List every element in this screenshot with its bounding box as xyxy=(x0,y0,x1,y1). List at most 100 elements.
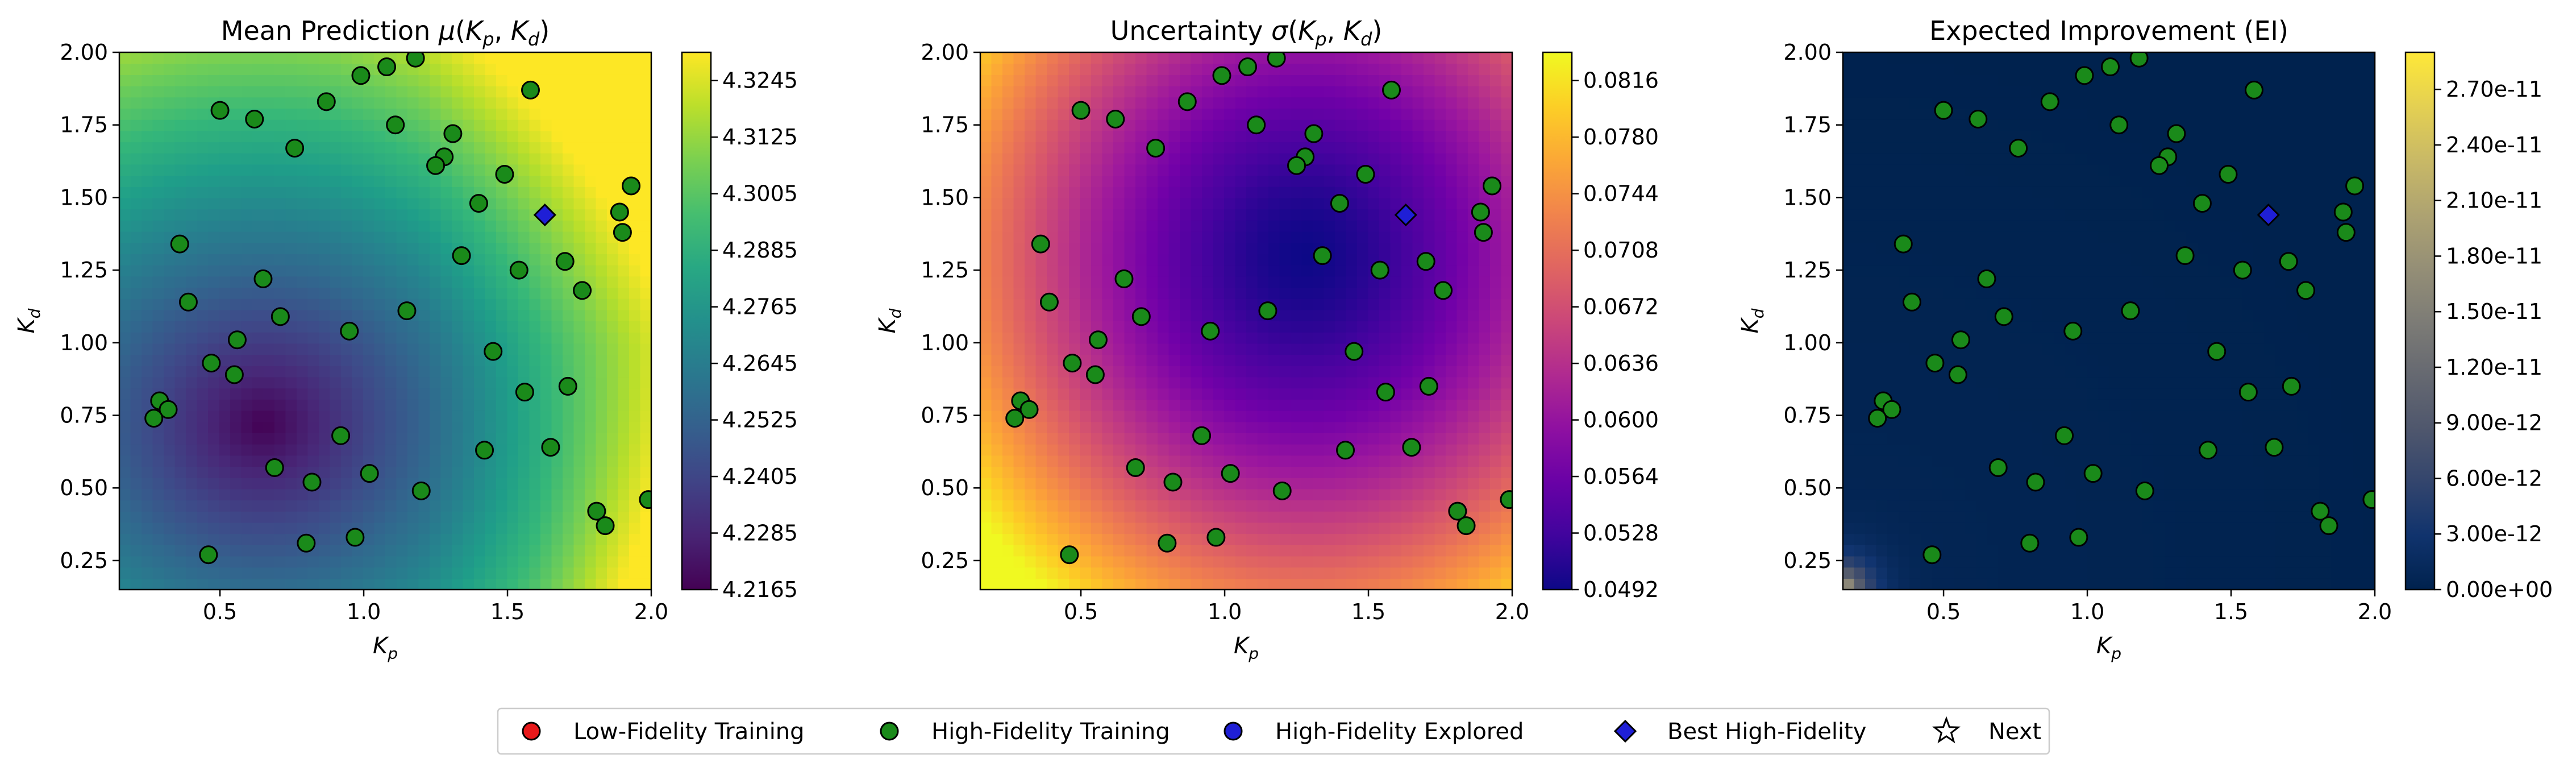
high-fidelity-training-point xyxy=(227,330,247,350)
high-fidelity-training-point xyxy=(1483,176,1502,196)
points-layer xyxy=(1005,52,1512,565)
high-fidelity-training-point xyxy=(2063,321,2083,341)
legend-item: High-Fidelity Explored xyxy=(1224,719,1524,745)
colorbar-tick-label: 0.0528 xyxy=(1583,521,1659,546)
colorbar-tick-label: 1.80e-11 xyxy=(2446,243,2542,268)
high-fidelity-training-point xyxy=(2083,464,2103,483)
high-fidelity-training-point xyxy=(1146,139,1166,158)
y-tick-label: 0.75 xyxy=(921,403,969,428)
panel-title: Mean Prediction μ(Kp, Kd) xyxy=(221,15,550,50)
y-tick-label: 1.75 xyxy=(1783,113,1832,138)
high-fidelity-training-point xyxy=(2135,481,2154,500)
high-fidelity-training-point xyxy=(426,156,446,175)
high-fidelity-training-point xyxy=(1977,269,1996,288)
high-fidelity-training-point xyxy=(1126,458,1145,477)
panel-title: Expected Improvement (EI) xyxy=(1929,15,2288,46)
x-axis-label: Kp xyxy=(2096,633,2121,663)
panel-3: 0.5 1.0 1.5 2.0 0.25 0.50 0.75 1.00 1.25 1.50 1.75… xyxy=(1737,15,2553,663)
legend-circle-marker xyxy=(522,722,541,741)
colorbar-tick-label: 4.2765 xyxy=(722,295,798,320)
y-tick-label: 2.00 xyxy=(60,40,108,65)
colorbar-tick-label: 4.2285 xyxy=(722,521,798,546)
x-tick-label: 0.5 xyxy=(1926,599,1961,624)
high-fidelity-training-point xyxy=(2336,223,2356,242)
high-fidelity-training-point xyxy=(2311,501,2330,521)
colorbar-tick-label: 0.0492 xyxy=(1583,577,1659,602)
legend-item: Next xyxy=(1932,716,2041,745)
high-fidelity-training-point xyxy=(1948,365,1967,384)
high-fidelity-training-point xyxy=(469,194,488,213)
high-fidelity-training-point xyxy=(1287,156,1306,175)
y-tick-label: 1.75 xyxy=(921,113,969,138)
x-tick-label: 2.0 xyxy=(1495,599,1529,624)
high-fidelity-training-point xyxy=(1163,472,1183,492)
colorbar-gradient xyxy=(681,51,712,591)
high-fidelity-training-point xyxy=(2345,176,2365,196)
high-fidelity-training-point xyxy=(610,202,629,222)
high-fidelity-training-point xyxy=(1267,52,1286,68)
y-tick-label: 1.25 xyxy=(1783,258,1832,283)
high-fidelity-training-point xyxy=(1238,57,1258,77)
high-fidelity-training-point xyxy=(1247,115,1266,135)
high-fidelity-training-point xyxy=(2282,376,2301,396)
y-tick-label: 0.50 xyxy=(60,475,108,500)
colorbar-tick-label: 0.0672 xyxy=(1583,295,1659,320)
y-tick-label: 0.25 xyxy=(1783,548,1832,573)
x-tick-label: 1.5 xyxy=(490,599,525,624)
high-fidelity-training-point xyxy=(1345,342,1364,361)
panel-title: Uncertainty σ(Kp, Kd) xyxy=(1110,15,1383,50)
y-tick-label: 1.00 xyxy=(921,330,969,355)
high-fidelity-training-point xyxy=(2150,156,2169,175)
high-fidelity-training-point xyxy=(1951,330,1970,350)
legend-item: High-Fidelity Training xyxy=(880,719,1170,745)
colorbar-tick-label: 4.2885 xyxy=(722,238,798,263)
y-tick-label: 0.25 xyxy=(921,548,969,573)
colorbar-tick-label: 9.00e-12 xyxy=(2446,411,2542,436)
high-fidelity-training-point xyxy=(1902,292,1921,312)
high-fidelity-training-point xyxy=(270,307,290,326)
high-fidelity-training-point xyxy=(2175,246,2195,266)
high-fidelity-training-point xyxy=(1448,501,1467,521)
legend: Low-Fidelity Training High-Fidelity Train… xyxy=(497,707,2050,755)
high-fidelity-training-point xyxy=(2026,472,2045,492)
legend-circle-marker xyxy=(880,722,899,741)
high-fidelity-training-point xyxy=(1882,400,1901,419)
colorbar-tick-label: 4.2165 xyxy=(722,577,798,602)
high-fidelity-training-point xyxy=(1031,234,1050,254)
y-tick-label: 1.50 xyxy=(1783,185,1832,210)
high-fidelity-training-point xyxy=(1893,234,1913,254)
best-high-fidelity-point xyxy=(533,203,556,227)
high-fidelity-training-point xyxy=(1085,365,1105,384)
high-fidelity-training-point xyxy=(1158,533,1177,553)
high-fidelity-training-point xyxy=(1304,124,1324,143)
points-layer xyxy=(1868,52,2375,565)
colorbar: 4.2165 4.2285 4.2405 4.2525 4.2645 4.2765 4.28… xyxy=(681,51,798,602)
high-fidelity-training-point xyxy=(1376,383,1395,402)
high-fidelity-training-point xyxy=(397,301,417,321)
colorbar-tick-label: 0.0744 xyxy=(1583,181,1659,206)
heatmap xyxy=(980,52,1512,590)
colorbar-tick-label: 0.0708 xyxy=(1583,238,1659,263)
y-tick-label: 1.50 xyxy=(921,185,969,210)
colorbar-tick-label: 0.00e+00 xyxy=(2446,577,2553,602)
high-fidelity-training-point xyxy=(302,472,322,492)
points-layer xyxy=(144,52,651,565)
high-fidelity-training-point xyxy=(1868,409,1887,428)
high-fidelity-training-point xyxy=(386,115,405,135)
high-fidelity-training-point xyxy=(346,528,365,547)
high-fidelity-training-point xyxy=(2199,441,2218,460)
x-tick-label: 1.0 xyxy=(347,599,381,624)
colorbar-tick-label: 4.3245 xyxy=(722,68,798,93)
high-fidelity-training-point xyxy=(1994,307,2013,326)
colorbar-tick-label: 4.3125 xyxy=(722,125,798,150)
high-fidelity-training-point xyxy=(1114,269,1134,288)
high-fidelity-training-point xyxy=(1934,101,1953,120)
high-fidelity-training-point xyxy=(2055,426,2074,445)
high-fidelity-training-point xyxy=(1071,101,1091,120)
high-fidelity-training-point xyxy=(1088,330,1108,350)
colorbar-tick-label: 0.0600 xyxy=(1583,408,1659,433)
legend-label: Best High-Fidelity xyxy=(1667,719,1866,745)
colorbar-tick-label: 1.50e-11 xyxy=(2446,299,2542,324)
best-high-fidelity-point xyxy=(2257,203,2280,227)
